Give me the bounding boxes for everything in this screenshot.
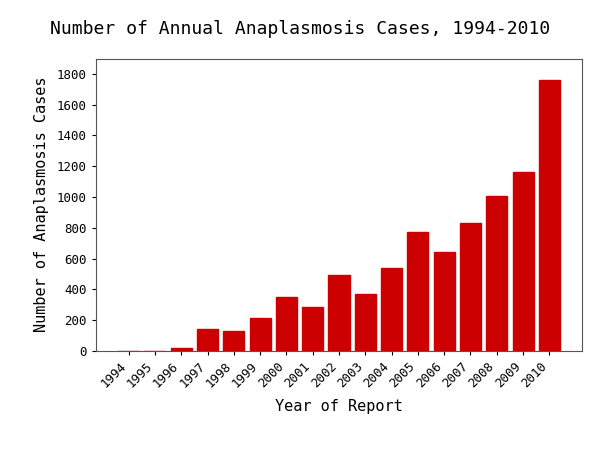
Bar: [302, 307, 323, 351]
Bar: [434, 252, 455, 351]
Bar: [381, 268, 402, 351]
Bar: [197, 329, 218, 351]
Bar: [486, 196, 508, 351]
Bar: [355, 294, 376, 351]
X-axis label: Year of Report: Year of Report: [275, 399, 403, 414]
Bar: [512, 172, 533, 351]
Bar: [460, 223, 481, 351]
Bar: [328, 275, 350, 351]
Bar: [539, 80, 560, 351]
Bar: [223, 330, 244, 351]
Bar: [276, 297, 297, 351]
Y-axis label: Number of Anaplasmosis Cases: Number of Anaplasmosis Cases: [34, 77, 49, 333]
Text: Number of Annual Anaplasmosis Cases, 1994-2010: Number of Annual Anaplasmosis Cases, 199…: [50, 20, 550, 38]
Bar: [250, 318, 271, 351]
Bar: [170, 348, 192, 351]
Bar: [407, 232, 428, 351]
